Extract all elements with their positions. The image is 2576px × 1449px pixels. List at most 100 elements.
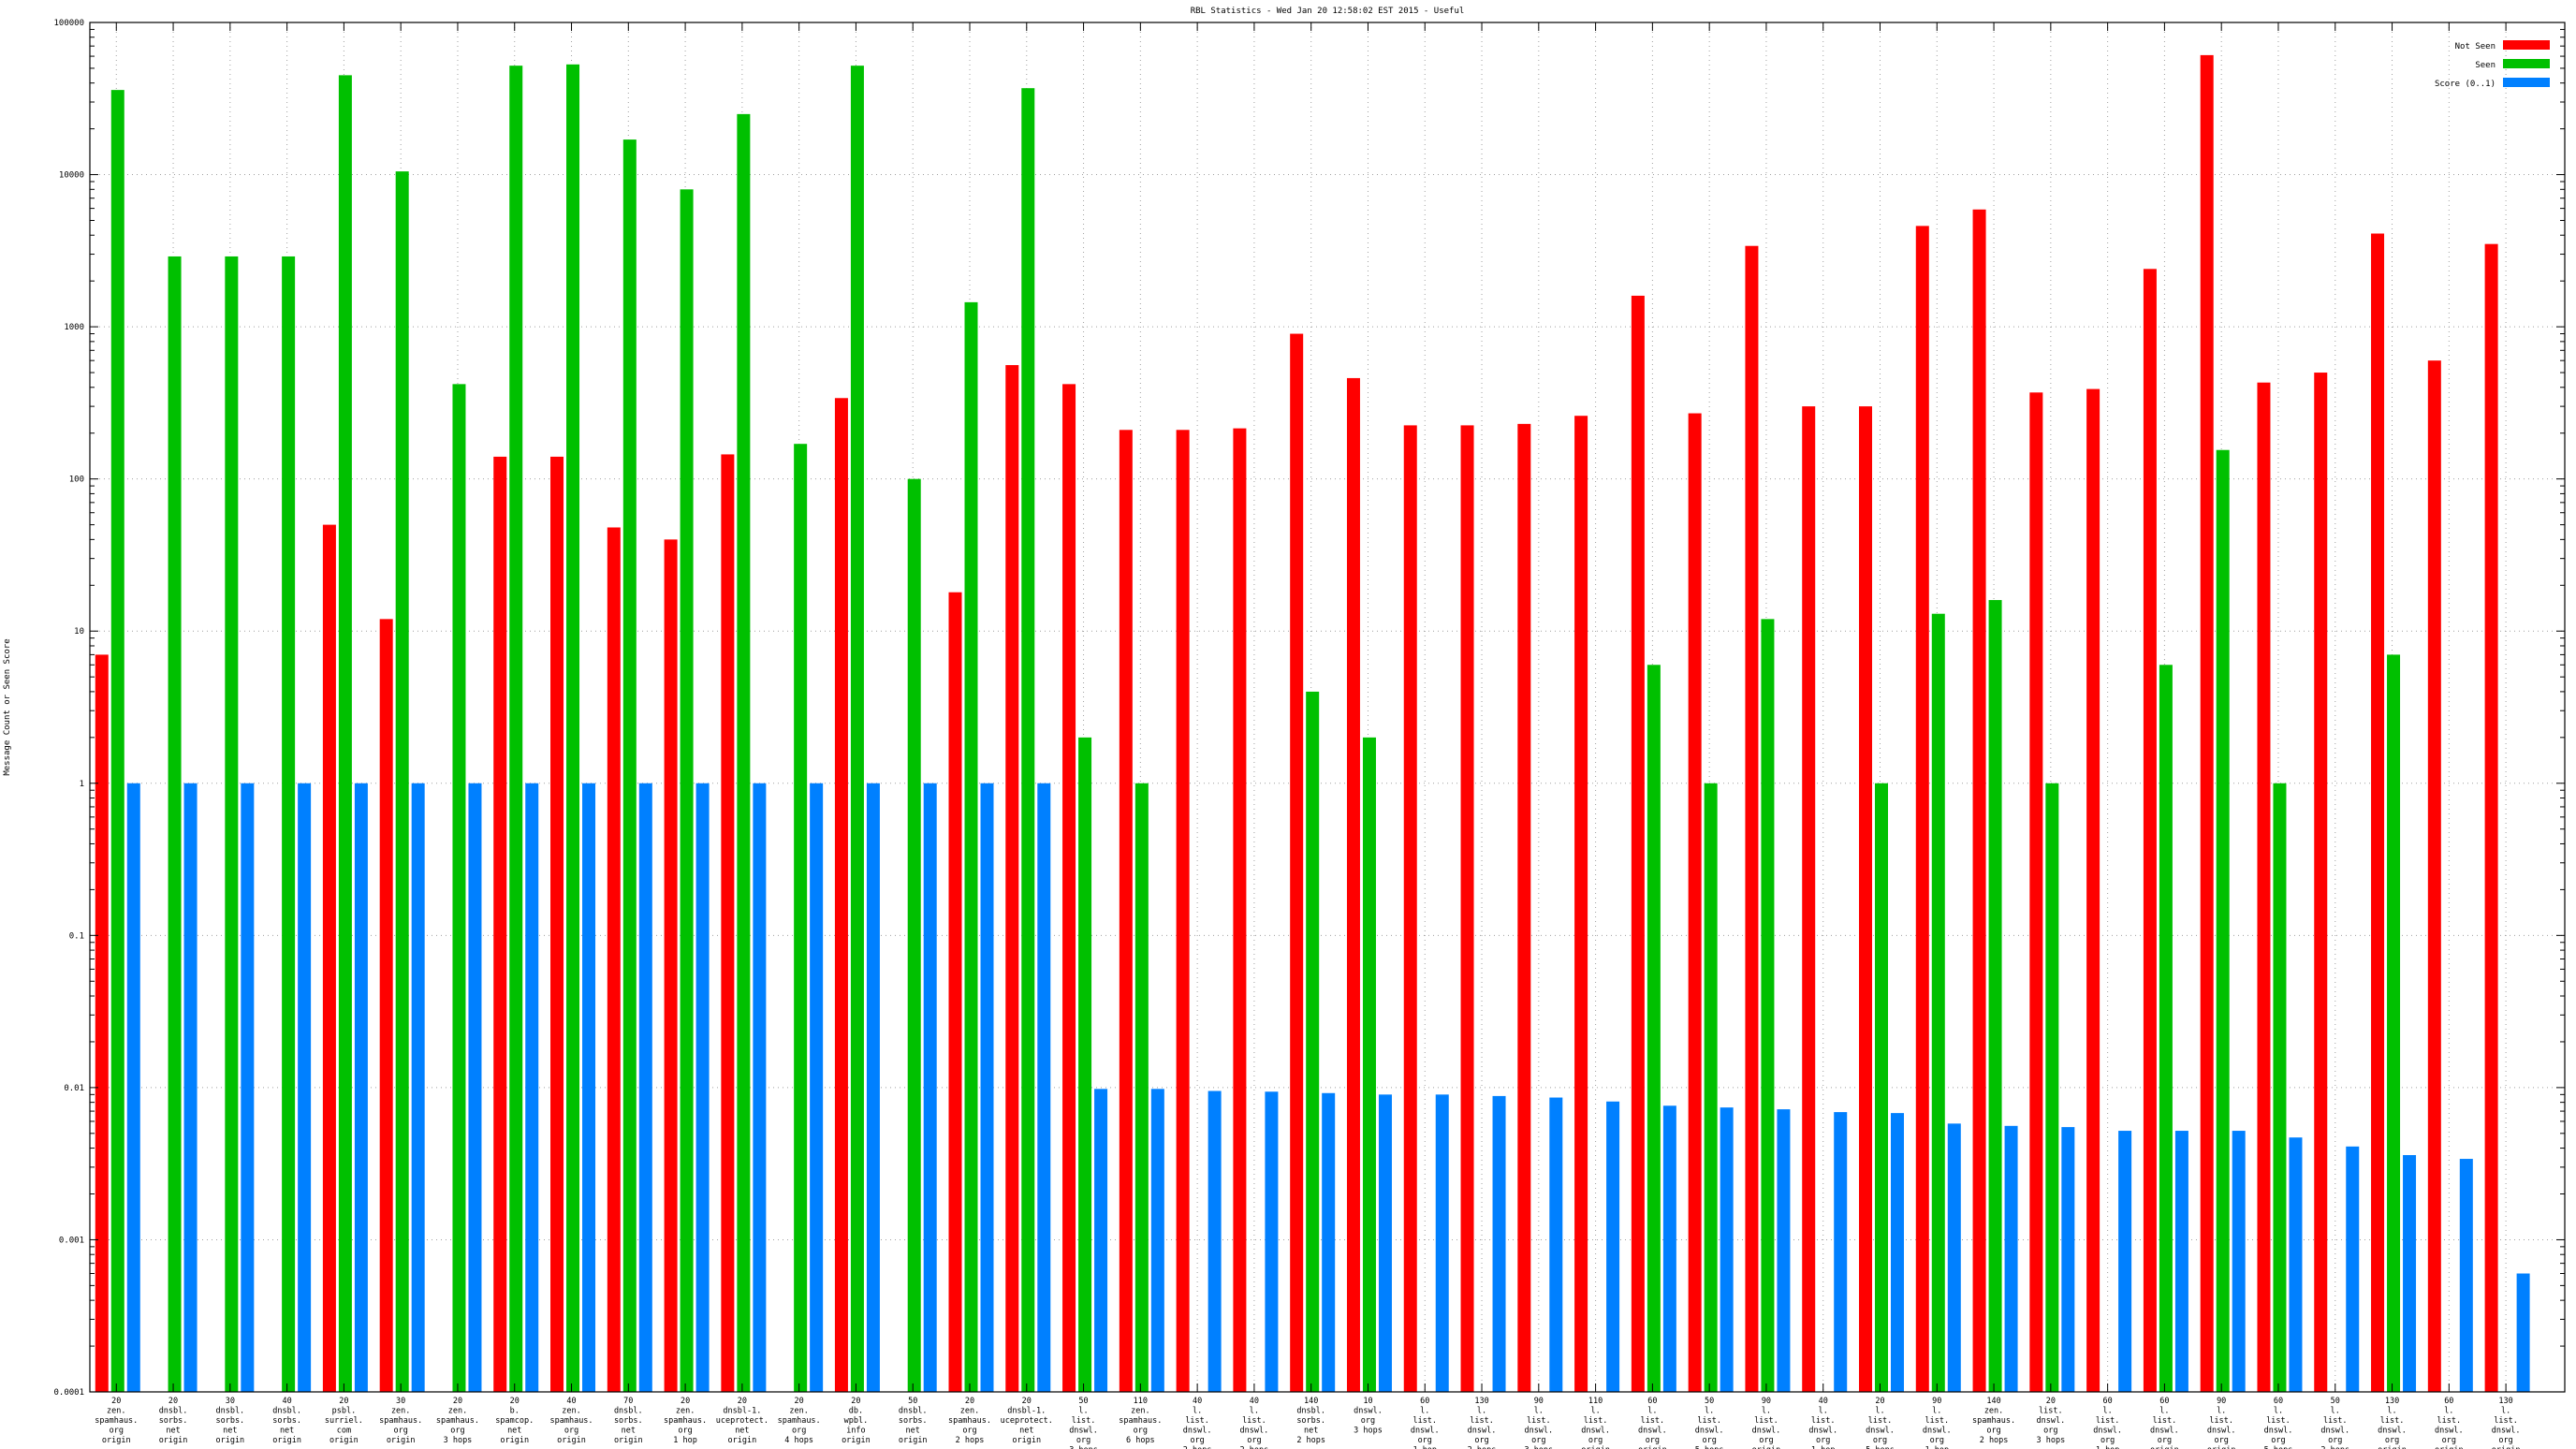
x-category-label-line: 20 — [738, 1397, 747, 1406]
bar-not-seen — [1688, 413, 1702, 1392]
x-category-label-line: 70 — [623, 1397, 633, 1406]
bar-not-seen — [1005, 365, 1019, 1392]
y-tick-label: 1 — [80, 780, 84, 789]
bar-score — [638, 783, 652, 1392]
bar-score — [1094, 1089, 1108, 1392]
x-category-label: 20 psbl. surriel. com origin — [325, 1397, 363, 1445]
x-category-label-line: list. — [2323, 1416, 2348, 1426]
x-category-label-line: list. — [1641, 1416, 1665, 1426]
bar-score — [2174, 1131, 2188, 1392]
x-category-label-line: org — [1588, 1436, 1603, 1445]
x-category-label-line: list. — [2437, 1416, 2462, 1426]
x-category-label-line: origin — [557, 1436, 586, 1445]
x-category-label-line: org — [1816, 1436, 1830, 1445]
x-category-label-line: 50 — [2331, 1397, 2340, 1406]
x-category-label-line: 110 — [1588, 1397, 1603, 1406]
x-category-label-line: list. — [1412, 1416, 1437, 1426]
x-category-label-line: spamcop. — [495, 1416, 534, 1426]
bar-seen — [509, 66, 523, 1392]
x-category-label-line: l. — [2159, 1407, 2169, 1416]
x-category-label-line: 2 hops — [956, 1436, 985, 1445]
x-category-label-line: spamhaus. — [549, 1416, 593, 1426]
bar-not-seen — [664, 539, 678, 1392]
x-category-label-line: 90 — [1534, 1397, 1544, 1406]
x-category-label-line: dnswl. — [2492, 1427, 2521, 1436]
x-category-label-line: 4 hops — [784, 1436, 813, 1445]
bar-seen — [1021, 88, 1035, 1393]
x-category-label-line: 20 — [681, 1397, 690, 1406]
y-tick-label: 10000 — [59, 171, 84, 181]
x-category-label-line: origin — [1581, 1446, 1610, 1449]
x-category-label-line: 60 — [2274, 1397, 2283, 1406]
bar-seen — [338, 75, 352, 1393]
x-category-label-line: org — [962, 1427, 976, 1436]
x-category-label-line: dnswl. — [2435, 1427, 2464, 1436]
bar-seen — [794, 444, 808, 1392]
x-category-label-line: list. — [2266, 1416, 2291, 1426]
bar-seen — [452, 384, 466, 1393]
bar-seen — [1761, 619, 1775, 1392]
bar-seen — [2273, 783, 2287, 1392]
legend-swatch — [2503, 59, 2550, 68]
legend-label: Seen — [2475, 61, 2496, 70]
x-category-label: 50 dnsbl. sorbs. net origin — [899, 1397, 928, 1445]
bar-score — [126, 783, 140, 1392]
x-category-label: 20 dnsbl-1. uceprotect. net origin — [716, 1397, 768, 1445]
x-category-label-line: zen. — [562, 1407, 580, 1416]
bar-not-seen — [95, 654, 109, 1392]
x-category-label-line: origin — [2150, 1446, 2179, 1449]
x-category-label-line: org — [678, 1427, 692, 1436]
bar-not-seen — [1062, 384, 1076, 1393]
x-category-label-line: list. — [1811, 1416, 1836, 1426]
x-category-label-line: 90 — [1932, 1397, 1941, 1406]
x-category-label-line: 90 — [1762, 1397, 1771, 1406]
y-tick-label: 10 — [74, 627, 84, 637]
bar-not-seen — [1233, 428, 1247, 1392]
x-category-label: 20 db. wpbl. info origin — [842, 1397, 871, 1445]
y-tick-label: 100 — [69, 476, 84, 485]
x-category-label-line: org — [1702, 1436, 1716, 1445]
x-category-label-line: list. — [1527, 1416, 1551, 1426]
x-category-label-line: zen. — [960, 1407, 979, 1416]
x-category-label-line: l. — [1078, 1407, 1088, 1416]
x-category-label-line: dnswl. — [2320, 1427, 2349, 1436]
bar-score — [468, 783, 482, 1392]
x-category-label-line: net — [622, 1427, 636, 1436]
x-category-label-line: org — [564, 1427, 578, 1436]
legend-swatch — [2503, 78, 2550, 87]
x-category-label-line: dnswl. — [1638, 1427, 1667, 1436]
x-category-label-line: org — [1134, 1427, 1148, 1436]
x-category-label-line: 20 — [1022, 1397, 1032, 1406]
x-category-label-line: dnsbl. — [159, 1407, 188, 1416]
x-category-label-line: org — [2158, 1436, 2172, 1445]
bar-not-seen — [2484, 243, 2498, 1393]
bar-not-seen — [1972, 209, 1986, 1393]
x-category-label-line: dnswl. — [1752, 1427, 1781, 1436]
x-category-label-line: uceprotect. — [716, 1416, 768, 1426]
x-category-label-line: org — [2442, 1436, 2456, 1445]
bar-score — [2346, 1146, 2360, 1392]
x-category-label-line: 60 — [2103, 1397, 2113, 1406]
plot-border — [89, 22, 2566, 1393]
x-category-label-line: origin — [728, 1436, 757, 1445]
x-category-label-line: surriel. — [325, 1416, 363, 1426]
x-category-label-line: 50 — [1705, 1397, 1714, 1406]
bar-score — [1834, 1112, 1848, 1392]
x-category-label-line: uceprotect. — [1001, 1416, 1053, 1426]
x-category-label-line: list. — [1242, 1416, 1266, 1426]
x-category-label-line: origin — [2378, 1446, 2407, 1449]
x-category-label-line: origin — [329, 1436, 359, 1445]
x-category-label-line: l. — [2501, 1407, 2510, 1416]
x-category-label-line: 2 hops — [1240, 1446, 1269, 1449]
bar-seen — [680, 189, 694, 1392]
x-category-label-line: 90 — [2217, 1397, 2226, 1406]
x-category-label-line: 5 hops — [1866, 1446, 1895, 1449]
x-category-label: 110 zen. spamhaus. org 6 hops — [1119, 1397, 1162, 1445]
bar-score — [354, 783, 368, 1392]
legend: Not Seen Seen Score (0..1) — [2435, 40, 2550, 89]
